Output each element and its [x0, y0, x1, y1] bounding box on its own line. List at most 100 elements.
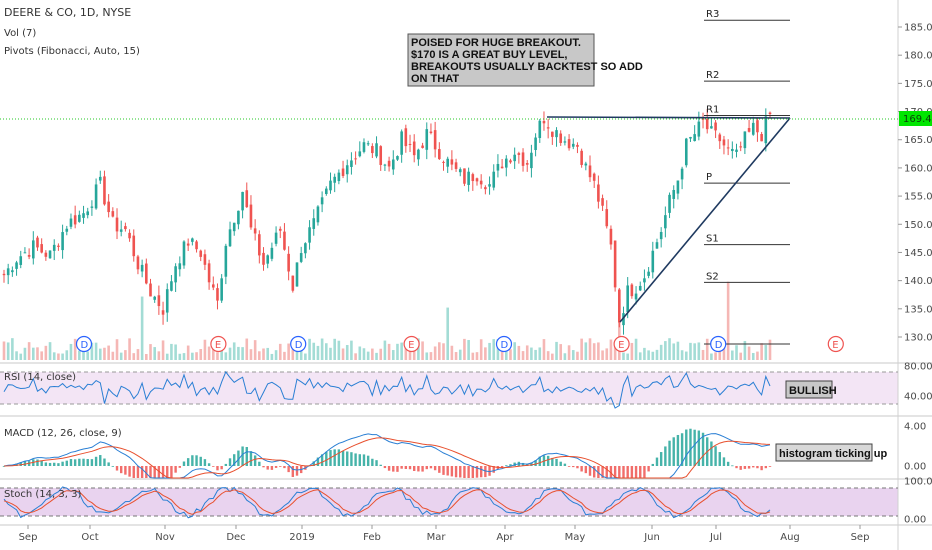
candle-body [132, 235, 136, 257]
macd-histogram-bar [366, 455, 370, 466]
volume-bar [15, 351, 18, 360]
volume-bar [743, 340, 747, 360]
candle-body [161, 310, 165, 315]
macd-histogram-bar [651, 463, 654, 466]
macd-histogram-bar [538, 456, 541, 466]
macd-histogram-bar [680, 433, 684, 466]
candle-body [140, 264, 144, 272]
candle-body [320, 197, 324, 205]
earnings-marker [827, 335, 844, 353]
volume-bar [253, 340, 257, 360]
candle-body [546, 127, 550, 129]
macd-histogram-bar [446, 466, 449, 476]
candle-body [216, 288, 219, 301]
macd-histogram-bar [287, 466, 290, 473]
stoch-series [3, 486, 771, 519]
macd-histogram-bar [551, 457, 554, 466]
candle-body [207, 263, 211, 283]
candle-body [396, 156, 399, 160]
macd-histogram-bar [559, 461, 562, 466]
macd-histogram-bar [23, 460, 27, 466]
volume-bar [546, 351, 550, 360]
volume-bar [90, 342, 94, 360]
candle-body [684, 138, 688, 166]
volume-bar [224, 352, 228, 360]
volume-bar [425, 352, 429, 360]
candle-body [57, 245, 60, 247]
macd-histogram-bar [471, 466, 475, 478]
volume-bar [36, 347, 39, 360]
macd-histogram-bar [44, 462, 48, 466]
pivot-label-r1: R1 [706, 104, 719, 115]
volume-bar [379, 348, 383, 360]
macd-histogram-bar [484, 466, 487, 478]
volume-bar [672, 343, 676, 360]
macd-histogram-bar [513, 462, 516, 466]
candle-body [270, 247, 274, 259]
volume-bar [157, 351, 161, 360]
macd-histogram-bar [149, 466, 152, 478]
macd-histogram-bar [530, 462, 533, 466]
annotation-box [407, 33, 595, 87]
volume-bars [2, 281, 772, 360]
candle-body [379, 146, 383, 165]
price-tick-label: 145.00 [904, 248, 932, 259]
volume-bar [182, 353, 186, 360]
stoch-label: Stoch (14, 3, 3) [4, 489, 81, 500]
candle-body [710, 126, 713, 129]
volume-bar [668, 338, 671, 360]
volume-bar [559, 344, 563, 360]
price-tick-label: 185.00 [904, 23, 932, 34]
volume-bar [739, 352, 742, 360]
volume-bar [584, 342, 588, 360]
earnings-marker [613, 335, 630, 353]
macd-histogram-bar [371, 458, 374, 466]
candle-body [94, 184, 98, 209]
macd-histogram-bar [630, 466, 634, 478]
time-tick-label: Oct [81, 532, 98, 543]
candle-body [191, 238, 194, 242]
price-tick-label: 135.00 [904, 304, 932, 315]
macd-histogram-bar [36, 459, 39, 466]
rsi-tick-label: 80.00 [904, 362, 932, 373]
macd-histogram-bar [224, 463, 228, 466]
macd-histogram-bar [438, 466, 441, 473]
volume-bar [756, 351, 759, 360]
macd-histogram-bar [174, 466, 177, 473]
candle-body [739, 146, 742, 148]
macd-histogram-bar [166, 466, 169, 478]
macd-histogram-bar [701, 432, 705, 466]
volume-bar [479, 339, 483, 360]
candle-body [697, 121, 701, 137]
candle-body [643, 278, 646, 283]
candle-body [182, 241, 186, 266]
macd-histogram-bar [672, 437, 675, 466]
marker-label: D [501, 340, 509, 351]
candle-body [350, 160, 353, 167]
macd-histogram-bar [115, 466, 119, 471]
volume-bar [295, 350, 299, 360]
stoch-tick-label: 0.00 [904, 515, 926, 526]
candle-body [15, 262, 18, 269]
macd-histogram-bar [90, 459, 94, 466]
macd-histogram-bar [266, 466, 269, 470]
volume-bar [530, 347, 533, 360]
candle-body [567, 139, 571, 149]
macd-histogram-bar [739, 466, 742, 470]
candle-body [609, 228, 613, 245]
volume-bar [270, 353, 274, 360]
candle-body [672, 189, 676, 199]
volume-bar [333, 338, 336, 360]
volume-bar [701, 349, 705, 360]
macd-histogram-bar [454, 466, 458, 478]
marker-label: D [715, 340, 723, 351]
candle-body [211, 284, 215, 288]
macd-histogram-bar [136, 466, 140, 478]
volume-bar [467, 340, 470, 360]
candle-body [253, 228, 257, 234]
volume-bar [484, 347, 487, 360]
macd-histogram-bar [94, 456, 98, 466]
time-tick-label: Sep [851, 532, 870, 543]
